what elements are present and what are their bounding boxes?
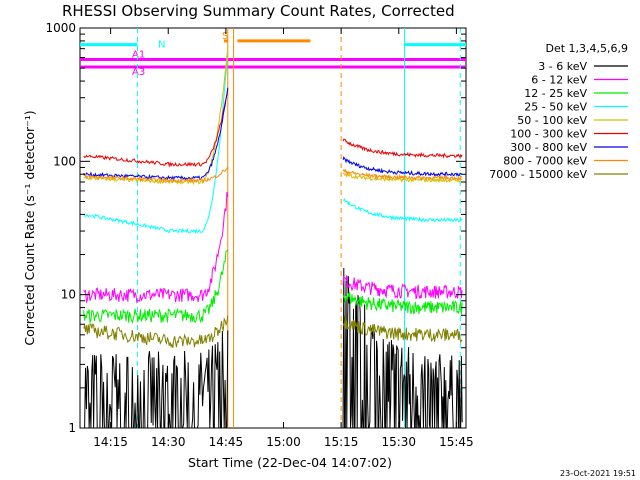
attenuator-bars: N A1 A3 S: [80, 31, 466, 78]
legend-label: 3 - 6 keV: [538, 60, 587, 73]
bar-label: A3: [132, 67, 145, 78]
series-line-post: [342, 198, 463, 223]
series-line-post: [342, 156, 463, 178]
y-axis-label: Corrected Count Rate (s⁻¹ detector⁻¹): [22, 110, 37, 345]
series-line-post: [342, 315, 463, 344]
y-tick-label: 1000: [45, 21, 76, 35]
legend-label: 6 - 12 keV: [531, 74, 587, 87]
x-tick-label: 15:45: [439, 435, 474, 449]
series-line-pre: [83, 249, 229, 325]
series-line-pre: [83, 87, 229, 182]
plot-area: [79, 27, 467, 429]
series-line-post: [342, 275, 463, 300]
series-line-pre: [83, 191, 229, 304]
x-tick-label: 14:15: [93, 435, 128, 449]
bar-label: A1: [132, 50, 145, 61]
series-line-post: [342, 292, 463, 315]
series-line-post: [342, 172, 463, 184]
x-tick-label: 15:00: [266, 435, 301, 449]
series-line-post: [342, 138, 463, 159]
series-line-pre: [83, 88, 229, 168]
series-line-pre: [83, 315, 229, 349]
bar-label: N: [158, 40, 165, 51]
time-markers: [137, 28, 461, 428]
legend-label: 50 - 100 keV: [517, 114, 587, 127]
legend-label: 100 - 300 keV: [510, 128, 587, 141]
legend-label: 7000 - 15000 keV: [489, 168, 587, 181]
y-tick-label: 1: [68, 421, 76, 435]
legend-label: 800 - 7000 keV: [503, 155, 587, 168]
x-tick-label: 15:15: [324, 435, 359, 449]
legend-label: 300 - 800 keV: [510, 141, 587, 154]
x-tick-label: 14:45: [209, 435, 244, 449]
series-lines: [83, 48, 463, 429]
plot-frame: [79, 27, 467, 429]
series-line-pre: [83, 330, 229, 429]
series-line-post: [342, 268, 463, 429]
x-axis-ticks: 14:15 14:30 14:45 15:00 15:15 15:30 15:45: [93, 28, 474, 449]
series-line-pre: [83, 49, 229, 235]
x-tick-label: 15:30: [381, 435, 416, 449]
legend-label: 12 - 25 keV: [524, 87, 587, 100]
x-axis-label: Start Time (22-Dec-04 14:07:02): [188, 455, 392, 470]
y-axis-ticks: 1 10 100 1000: [45, 21, 466, 435]
series-line-pre: [83, 166, 229, 184]
bar-label: S: [222, 31, 228, 42]
y-tick-label: 100: [53, 154, 76, 168]
chart-title: RHESSI Observing Summary Count Rates, Co…: [62, 2, 455, 20]
y-tick-label: 10: [61, 288, 76, 302]
footer-timestamp: 23-Oct-2021 19:51: [560, 469, 636, 478]
legend-title: Det 1,3,4,5,6,9: [545, 42, 628, 55]
x-tick-label: 14:30: [151, 435, 186, 449]
legend-label: 25 - 50 keV: [524, 101, 587, 114]
series-line-post: [342, 168, 463, 181]
